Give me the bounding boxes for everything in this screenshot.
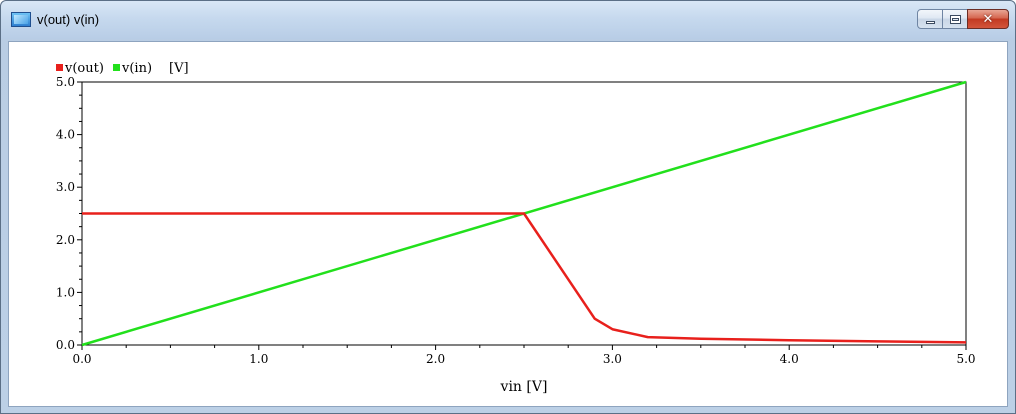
y-axis: 0.0 1.0 2.0 3.0 4.0 5.0 (56, 75, 82, 352)
plot-window-icon[interactable] (11, 12, 31, 27)
close-button[interactable]: ✕ (967, 9, 1009, 29)
close-icon: ✕ (982, 11, 994, 27)
x-tick-label: 1.0 (249, 352, 268, 366)
series-group (81, 80, 967, 347)
legend-label-vin[interactable]: v(in) (121, 61, 152, 76)
minimize-icon (926, 21, 935, 24)
x-tick-label: 3.0 (603, 352, 622, 366)
y-tick-label: 2.0 (56, 233, 75, 247)
y-tick-label: 5.0 (56, 75, 75, 89)
x-tick-label: 5.0 (956, 352, 975, 366)
x-tick-label: 4.0 (780, 352, 799, 366)
x-axis: 0.0 1.0 2.0 3.0 4.0 5.0 (72, 345, 976, 366)
minimize-button[interactable] (917, 9, 943, 29)
waveform-chart[interactable]: v(out) v(in) [V] 0.0 1.0 2.0 3.0 4.0 5.0 0.0 1… (9, 42, 1007, 406)
maximize-button[interactable] (942, 9, 968, 29)
caption-buttons: ✕ (917, 9, 1009, 29)
window-title: v(out) v(in) (37, 12, 100, 27)
legend: v(out) v(in) [V] (56, 61, 189, 76)
x-axis-label: vin [V] (500, 379, 548, 395)
x-tick-label: 0.0 (72, 352, 91, 366)
y-tick-label: 1.0 (56, 285, 75, 299)
y-tick-label: 4.0 (56, 128, 75, 142)
series-line-vout[interactable] (82, 212, 967, 344)
legend-swatch-vout (56, 64, 63, 71)
y-tick-label: 0.0 (56, 338, 75, 352)
unit-label: [V] (169, 61, 189, 76)
title-bar[interactable]: v(out) v(in) ✕ (1, 1, 1015, 39)
maximize-icon (950, 15, 961, 24)
plot-area[interactable]: v(out) v(in) [V] 0.0 1.0 2.0 3.0 4.0 5.0 0.0 1… (8, 41, 1008, 407)
x-tick-label: 2.0 (426, 352, 445, 366)
legend-swatch-vin (113, 64, 120, 71)
y-tick-label: 3.0 (56, 180, 75, 194)
legend-label-vout[interactable]: v(out) (64, 61, 104, 76)
